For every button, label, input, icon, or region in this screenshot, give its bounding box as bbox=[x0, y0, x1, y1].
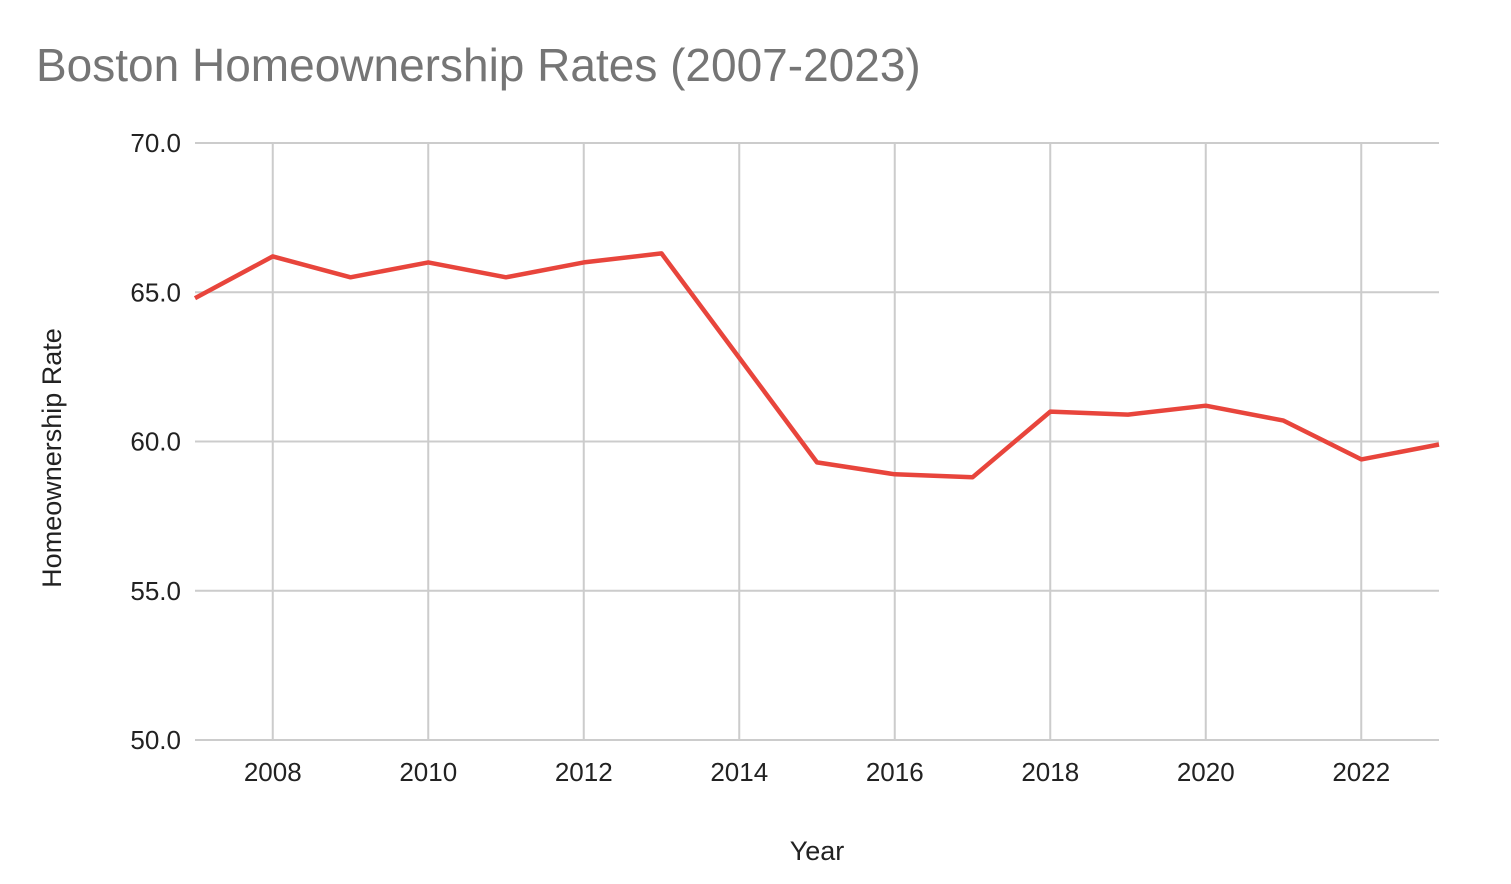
x-tick-label: 2022 bbox=[1332, 757, 1390, 787]
x-tick-label: 2008 bbox=[244, 757, 302, 787]
series-layer bbox=[193, 251, 1440, 480]
x-tick-label: 2012 bbox=[555, 757, 613, 787]
y-tick-label: 55.0 bbox=[130, 576, 181, 606]
y-tick-label: 50.0 bbox=[130, 725, 181, 755]
gridlines bbox=[195, 142, 1439, 741]
chart-title: Boston Homeownership Rates (2007-2023) bbox=[36, 39, 921, 91]
y-axis-title: Homeownership Rate bbox=[37, 328, 67, 588]
x-tick-label: 2016 bbox=[866, 757, 924, 787]
y-axis-ticks: 50.0 55.0 60.0 65.0 70.0 bbox=[130, 128, 181, 755]
y-tick-label: 70.0 bbox=[130, 128, 181, 158]
x-axis-ticks: 2008 2010 2012 2014 2016 2018 2020 2022 bbox=[244, 757, 1390, 787]
x-tick-label: 2018 bbox=[1021, 757, 1079, 787]
series-line bbox=[193, 251, 1440, 480]
y-tick-label: 60.0 bbox=[130, 427, 181, 457]
x-tick-label: 2010 bbox=[399, 757, 457, 787]
x-tick-label: 2020 bbox=[1177, 757, 1235, 787]
x-axis-title: Year bbox=[790, 836, 845, 866]
y-tick-label: 65.0 bbox=[130, 277, 181, 307]
x-tick-label: 2014 bbox=[710, 757, 768, 787]
